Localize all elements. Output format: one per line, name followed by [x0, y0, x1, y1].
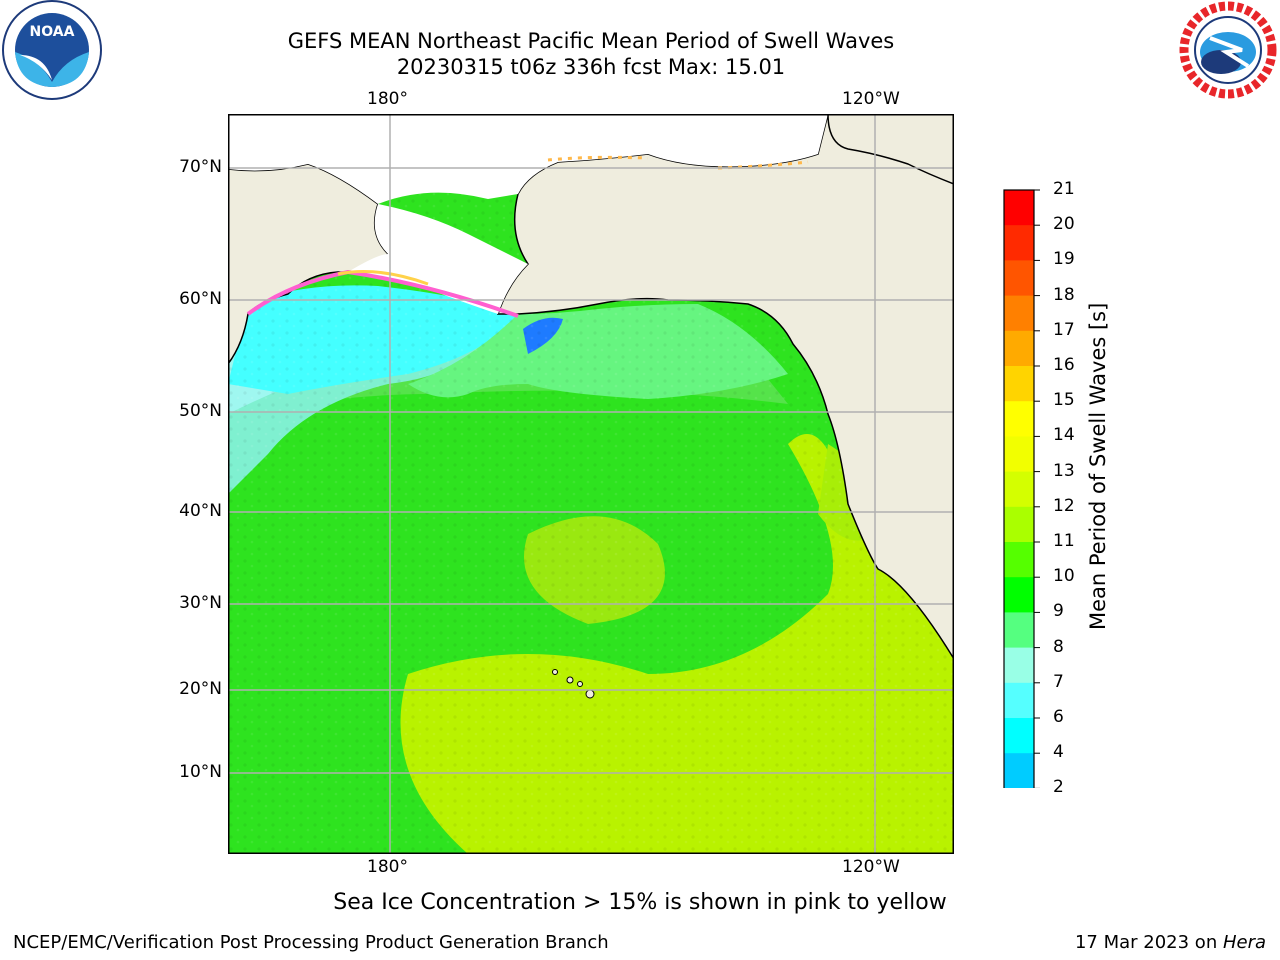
bering-sea-ice-free	[348, 204, 528, 314]
lon-label-bottom-180: 180°	[367, 857, 408, 877]
colorbar-tick-label: 19	[1053, 249, 1075, 270]
colorbar-tick-label: 21	[1053, 179, 1075, 199]
colorbar-tick-label: 18	[1053, 284, 1075, 305]
colorbar-tick-label: 9	[1053, 601, 1064, 622]
noaa-logo-text: NOAA	[30, 24, 75, 40]
colorbar-segment	[1004, 542, 1034, 578]
colorbar-segment	[1004, 260, 1034, 297]
land-arctic-islands	[827, 113, 955, 186]
colorbar-tick-label: 7	[1053, 671, 1064, 692]
colorbar-segment	[1004, 190, 1034, 226]
colorbar-segment	[1004, 577, 1034, 613]
colorbar-label: Mean Period of Swell Waves [s]	[1086, 302, 1110, 630]
nws-logo	[1176, 0, 1280, 100]
map-title: GEFS MEAN Northeast Pacific Mean Period …	[180, 28, 1002, 80]
footer-right: 17 Mar 2023 on Hera	[1075, 932, 1266, 953]
colorbar-tick-label: 10	[1053, 566, 1075, 587]
colorbar-tick-label: 15	[1053, 390, 1075, 411]
colorbar-segment	[1004, 401, 1034, 437]
colorbar-tick-label: 12	[1053, 495, 1075, 516]
lat-label-30n: 30°N	[179, 593, 222, 613]
colorbar-tick-label: 13	[1053, 460, 1075, 481]
colorbar-segment	[1004, 225, 1034, 261]
colorbar-tick-label: 14	[1053, 425, 1075, 446]
arctic-coast-ice	[547, 155, 809, 170]
lon-label-top-120w: 120°W	[842, 89, 900, 109]
colorbar-segment	[1004, 330, 1034, 367]
noaa-logo: NOAA	[0, 0, 105, 105]
footer-left: NCEP/EMC/Verification Post Processing Pr…	[13, 932, 609, 953]
colorbar-segment	[1004, 366, 1034, 402]
map-plot	[227, 113, 955, 854]
colorbar-tick-label: 11	[1053, 531, 1075, 551]
lat-label-20n: 20°N	[179, 679, 222, 699]
title-line-2: 20230315 t06z 336h fcst Max: 15.01	[396, 55, 786, 79]
colorbar-segment	[1004, 612, 1034, 649]
colorbar-segment	[1004, 718, 1034, 754]
colorbar-tick-label: 17	[1053, 319, 1075, 340]
colorbar-tick-label: 6	[1053, 707, 1064, 727]
colorbar-segment	[1004, 436, 1034, 473]
colorbar-segment	[1004, 471, 1034, 508]
colorbar-tick-label: 20	[1053, 214, 1075, 235]
arctic-ocean	[228, 114, 828, 204]
graticule	[228, 114, 954, 854]
land-north-america	[496, 113, 955, 662]
lon-label-bottom-120w: 120°W	[842, 857, 900, 877]
hawaii-islands	[552, 669, 595, 699]
sea-ice-note: Sea Ice Concentration > 15% is shown in …	[333, 890, 947, 915]
lat-label-60n: 60°N	[179, 289, 222, 309]
colorbar	[1000, 188, 1050, 853]
colorbar-segment	[1004, 506, 1034, 543]
colorbar-segment	[1004, 682, 1034, 719]
title-line-1: GEFS MEAN Northeast Pacific Mean Period …	[287, 29, 895, 53]
colorbar-tick-label: 4	[1053, 742, 1064, 763]
lat-label-10n: 10°N	[179, 762, 222, 782]
colorbar-tick-label: 16	[1053, 355, 1075, 375]
lat-label-50n: 50°N	[179, 401, 222, 421]
colorbar-segment	[1004, 753, 1034, 789]
colorbar-tick-label: 2	[1053, 777, 1064, 798]
colorbar-segment	[1004, 295, 1034, 332]
lon-label-top-180: 180°	[367, 89, 408, 109]
map-border	[228, 114, 954, 854]
footer-machine: Hera	[1222, 932, 1266, 953]
lat-label-70n: 70°N	[179, 157, 222, 177]
footer-date: 17 Mar 2023 on	[1074, 932, 1223, 953]
lat-label-40n: 40°N	[179, 501, 222, 521]
colorbar-tick-label: 8	[1053, 636, 1064, 657]
sea-ice-edge-yellow	[337, 270, 429, 286]
colorbar-segment	[1004, 647, 1034, 684]
